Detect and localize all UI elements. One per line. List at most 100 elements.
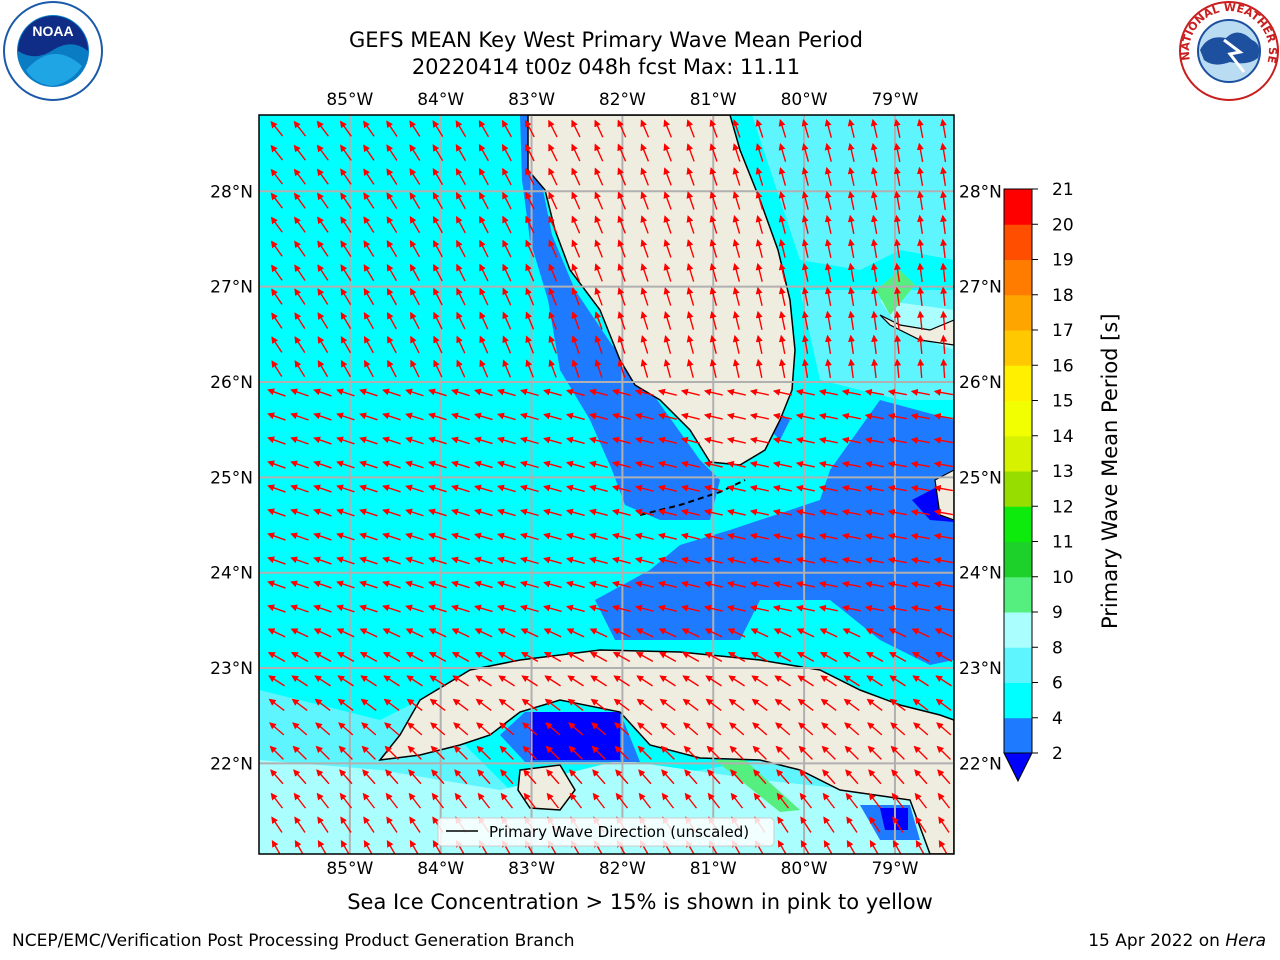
- wave-arrow: [870, 190, 878, 210]
- wave-arrow: [848, 358, 856, 379]
- wave-arrow: [709, 215, 718, 234]
- wave-arrow: [382, 604, 401, 613]
- wave-arrow: [520, 628, 539, 638]
- wave-arrow: [775, 745, 790, 760]
- wave-arrow: [338, 722, 354, 736]
- wave-arrow: [363, 839, 373, 854]
- wave-arrow: [795, 508, 815, 516]
- wave-arrow: [336, 532, 355, 541]
- wave-arrow: [269, 722, 285, 736]
- wave-arrow: [755, 167, 764, 186]
- wave-arrow: [544, 698, 561, 711]
- colorbar-segment: [1004, 259, 1032, 296]
- wave-arrow: [777, 816, 789, 833]
- wave-arrow: [316, 120, 329, 137]
- wave-arrow: [704, 628, 723, 638]
- wave-arrow: [432, 168, 444, 186]
- wave-arrow: [870, 166, 878, 186]
- wave-arrow: [663, 358, 672, 378]
- colorbar-tick-label: 18: [1052, 286, 1074, 306]
- wave-arrow: [386, 240, 398, 258]
- colorbar-segment: [1004, 365, 1032, 401]
- wave-arrow: [818, 460, 838, 468]
- wave-arrow: [636, 675, 653, 687]
- wave-arrow: [359, 484, 378, 493]
- wave-arrow: [661, 769, 675, 785]
- wave-arrow: [568, 722, 584, 736]
- wave-arrow: [502, 335, 512, 354]
- wave-arrow: [866, 675, 883, 687]
- wave-arrow: [635, 651, 654, 662]
- wave-arrow: [703, 532, 723, 540]
- wave-arrow: [864, 532, 884, 540]
- wave-arrow: [821, 745, 836, 760]
- wave-arrow: [523, 792, 537, 809]
- wave-arrow: [726, 412, 746, 420]
- wave-arrow: [567, 698, 584, 711]
- wave-arrow: [800, 839, 810, 854]
- wave-arrow: [663, 287, 672, 306]
- wave-arrow: [750, 628, 769, 638]
- wave-arrow: [887, 604, 907, 612]
- wave-arrow: [819, 651, 838, 662]
- wave-arrow: [846, 839, 856, 854]
- wave-arrow: [497, 508, 516, 517]
- wave-arrow: [588, 412, 608, 421]
- wave-arrow: [910, 532, 930, 540]
- wave-arrow: [290, 580, 309, 589]
- wave-arrow: [709, 239, 718, 258]
- wave-arrow: [571, 311, 580, 330]
- wave-arrow: [732, 286, 740, 306]
- wave-arrow: [594, 263, 603, 282]
- wave-arrow: [267, 412, 286, 421]
- wave-arrow: [451, 436, 470, 445]
- wave-arrow: [842, 651, 861, 662]
- wave-arrow: [841, 412, 861, 420]
- wave-arrow: [915, 839, 925, 854]
- wave-arrow: [917, 334, 925, 355]
- wave-arrow: [726, 388, 746, 396]
- wave-arrow: [409, 168, 421, 186]
- wave-arrow: [894, 358, 902, 379]
- wave-arrow: [726, 604, 746, 612]
- wave-arrow: [824, 262, 832, 282]
- wave-arrow: [910, 484, 930, 492]
- wave-arrow: [706, 722, 722, 736]
- wave-arrow: [456, 215, 466, 234]
- wave-arrow: [474, 508, 493, 517]
- wave-arrow: [657, 508, 677, 516]
- wave-arrow: [680, 388, 700, 396]
- wave-arrow: [612, 651, 631, 662]
- wave-arrow: [502, 359, 512, 378]
- wave-arrow: [797, 698, 814, 711]
- wave-arrow: [820, 698, 837, 711]
- wave-arrow: [542, 388, 562, 397]
- wave-arrow: [772, 436, 792, 444]
- wave-arrow: [634, 412, 654, 420]
- wave-arrow: [663, 167, 672, 186]
- wave-arrow: [317, 336, 329, 354]
- wave-arrow: [705, 698, 722, 711]
- wave-arrow: [749, 484, 769, 492]
- wave-arrow: [405, 508, 424, 517]
- wave-arrow: [407, 722, 423, 736]
- wave-arrow: [934, 651, 953, 662]
- lon-label-top: 79°W: [871, 90, 918, 110]
- wave-arrow: [871, 358, 879, 379]
- period-2-4-straits: [595, 400, 954, 665]
- wave-arrow: [474, 412, 493, 421]
- wave-arrow: [910, 556, 930, 564]
- wave-arrow: [548, 287, 558, 306]
- wave-arrow: [294, 264, 306, 281]
- wave-arrow: [382, 556, 401, 565]
- wave-arrow: [428, 556, 447, 565]
- wave-arrow: [844, 745, 859, 760]
- wave-arrow: [497, 628, 516, 638]
- wave-arrow: [617, 143, 627, 162]
- wave-arrow: [818, 412, 838, 420]
- wave-arrow: [497, 484, 516, 493]
- wave-arrow: [864, 604, 884, 612]
- wave-arrow: [340, 335, 352, 354]
- wave-arrow: [657, 484, 677, 492]
- wave-arrow: [707, 769, 721, 785]
